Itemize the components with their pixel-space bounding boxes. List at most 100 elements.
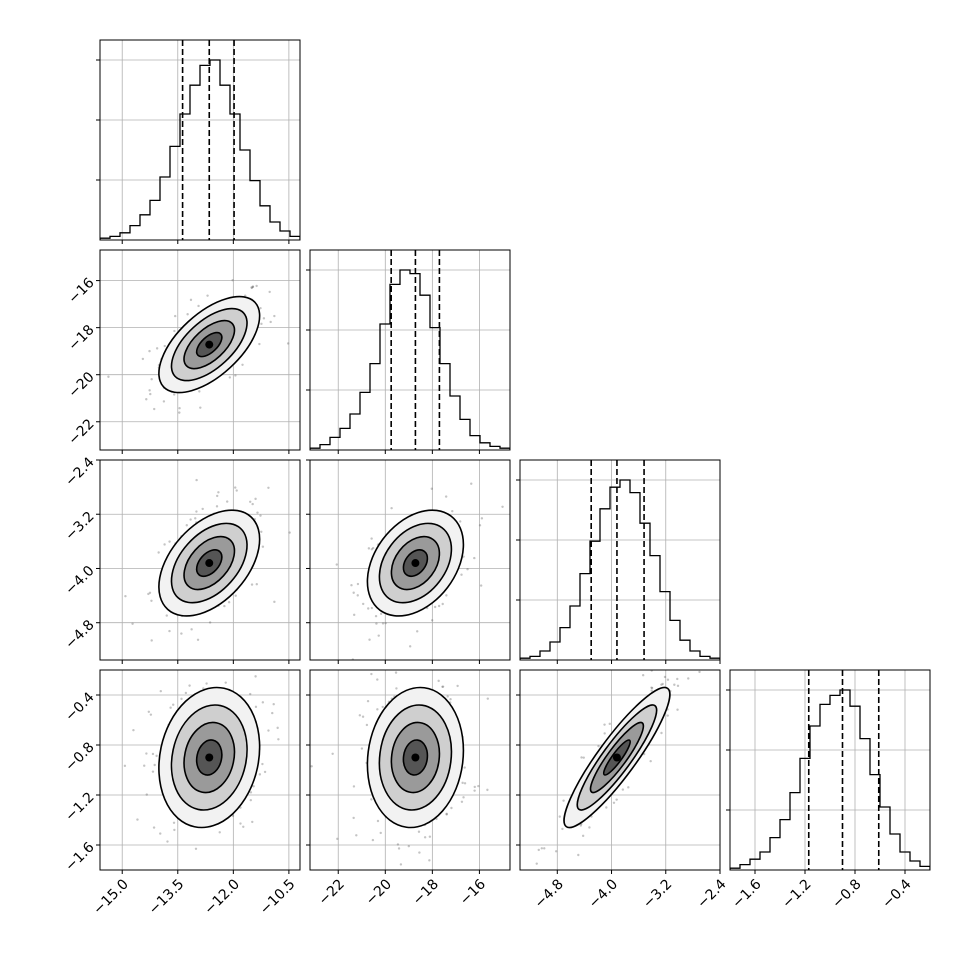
scatter-point [254, 705, 258, 709]
scatter-point [269, 320, 272, 324]
scatter-point [376, 875, 378, 877]
contour-line-1 [170, 307, 248, 382]
x-tick-label: −0.8 [829, 876, 864, 911]
scatter-point [197, 304, 200, 308]
scatter-point [407, 844, 411, 848]
scatter-point [390, 506, 393, 510]
scatter-point [650, 686, 654, 690]
scatter-point [581, 834, 585, 838]
contour-line-3 [402, 739, 429, 776]
scatter-point [477, 784, 480, 788]
scatter-point [441, 602, 444, 606]
scatter-point [437, 604, 441, 608]
panel-frame [309, 459, 511, 661]
scatter-point [196, 638, 200, 641]
scatter-point [437, 679, 440, 683]
scatter-point [153, 763, 156, 767]
scatter-panel-1-0: −22 −20 −18 −16 [65, 249, 301, 454]
scatter-point [461, 781, 464, 785]
scatter-point [580, 756, 583, 759]
scatter-panel-3-1: −22 −20 −18 −16 [306, 669, 511, 909]
scatter-point [234, 594, 237, 597]
scatter-point [259, 306, 262, 310]
scatter-point [165, 614, 168, 617]
scatter-point [151, 752, 155, 756]
scatter-point [463, 766, 466, 769]
scatter-point [173, 314, 177, 318]
scatter-point [150, 639, 153, 642]
scatter-point [371, 546, 375, 550]
scatter-point [201, 507, 204, 511]
scatter-panel-2-1 [306, 459, 511, 664]
scatter-point [466, 567, 469, 571]
scatter-point [501, 505, 504, 508]
contour-line-0 [158, 295, 261, 394]
scatter-point [365, 723, 369, 727]
scatter-point [163, 543, 166, 546]
scatter-point [352, 591, 355, 594]
scatter-point [367, 607, 370, 610]
scatter-panel-3-2: −4.8 −4.0 −3.2 −2.4 [516, 669, 730, 912]
scatter-point [666, 714, 669, 717]
scatter-point [418, 851, 421, 854]
scatter-point [249, 692, 252, 696]
scatter-point [356, 594, 359, 597]
scatter-point [445, 813, 448, 816]
scatter-point [331, 752, 334, 755]
scatter-point [249, 667, 251, 669]
scatter-point [172, 703, 175, 706]
scatter-point [250, 286, 254, 290]
contour-line-2 [183, 319, 236, 370]
scatter-point [673, 683, 676, 686]
histogram-step-3 [730, 689, 930, 870]
scatter-point [145, 398, 148, 401]
scatter-point [252, 785, 255, 788]
scatter-point [231, 278, 234, 282]
scatter-point [254, 675, 257, 678]
scatter-point [350, 584, 353, 587]
scatter-point [172, 821, 176, 824]
scatter-point [273, 600, 276, 604]
scatter-point [241, 363, 244, 367]
contour-line-3 [195, 331, 223, 358]
scatter-point [459, 520, 462, 523]
x-tick-label: −12.0 [201, 876, 243, 918]
scatter-point [558, 815, 561, 818]
scatter-point [157, 551, 160, 554]
scatter-point [430, 487, 433, 490]
scatter-point [462, 796, 465, 799]
scatter-point [218, 831, 221, 834]
scatter-point [554, 850, 558, 853]
scatter-point [355, 834, 358, 837]
scatter-panel-3-0: −1.6 −1.2 −0.8 −0.4 −15.0 −13.5 −12.0 −10.5 [62, 667, 301, 918]
scatter-point [261, 701, 265, 704]
scatter-point [473, 556, 476, 560]
scatter-point [661, 682, 664, 686]
panel-frame [99, 669, 301, 871]
x-tick-label: −15.0 [90, 876, 132, 918]
scatter-point [460, 573, 463, 576]
scatter-point [286, 342, 290, 345]
scatter-point [188, 684, 191, 687]
scatter-point [205, 682, 208, 685]
scatter-point [627, 786, 630, 789]
scatter-point [441, 685, 444, 688]
contour-line-2 [589, 721, 645, 794]
scatter-point [396, 843, 400, 846]
scatter-point [605, 806, 608, 809]
scatter-point [376, 708, 379, 711]
y-tick-label: −22 [65, 416, 97, 448]
scatter-point [149, 392, 152, 396]
x-tick-label: −18 [410, 876, 442, 908]
scatter-point [381, 705, 384, 709]
scatter-point [131, 622, 134, 625]
scatter-point [352, 613, 356, 617]
scatter-point [663, 675, 667, 679]
scatter-point [417, 830, 421, 833]
scatter-point [249, 791, 253, 794]
contour-line-0 [158, 509, 261, 617]
scatter-point [666, 678, 670, 681]
histogram-panel-2 [516, 459, 721, 664]
scatter-point [145, 752, 148, 755]
scatter-point [172, 393, 176, 396]
